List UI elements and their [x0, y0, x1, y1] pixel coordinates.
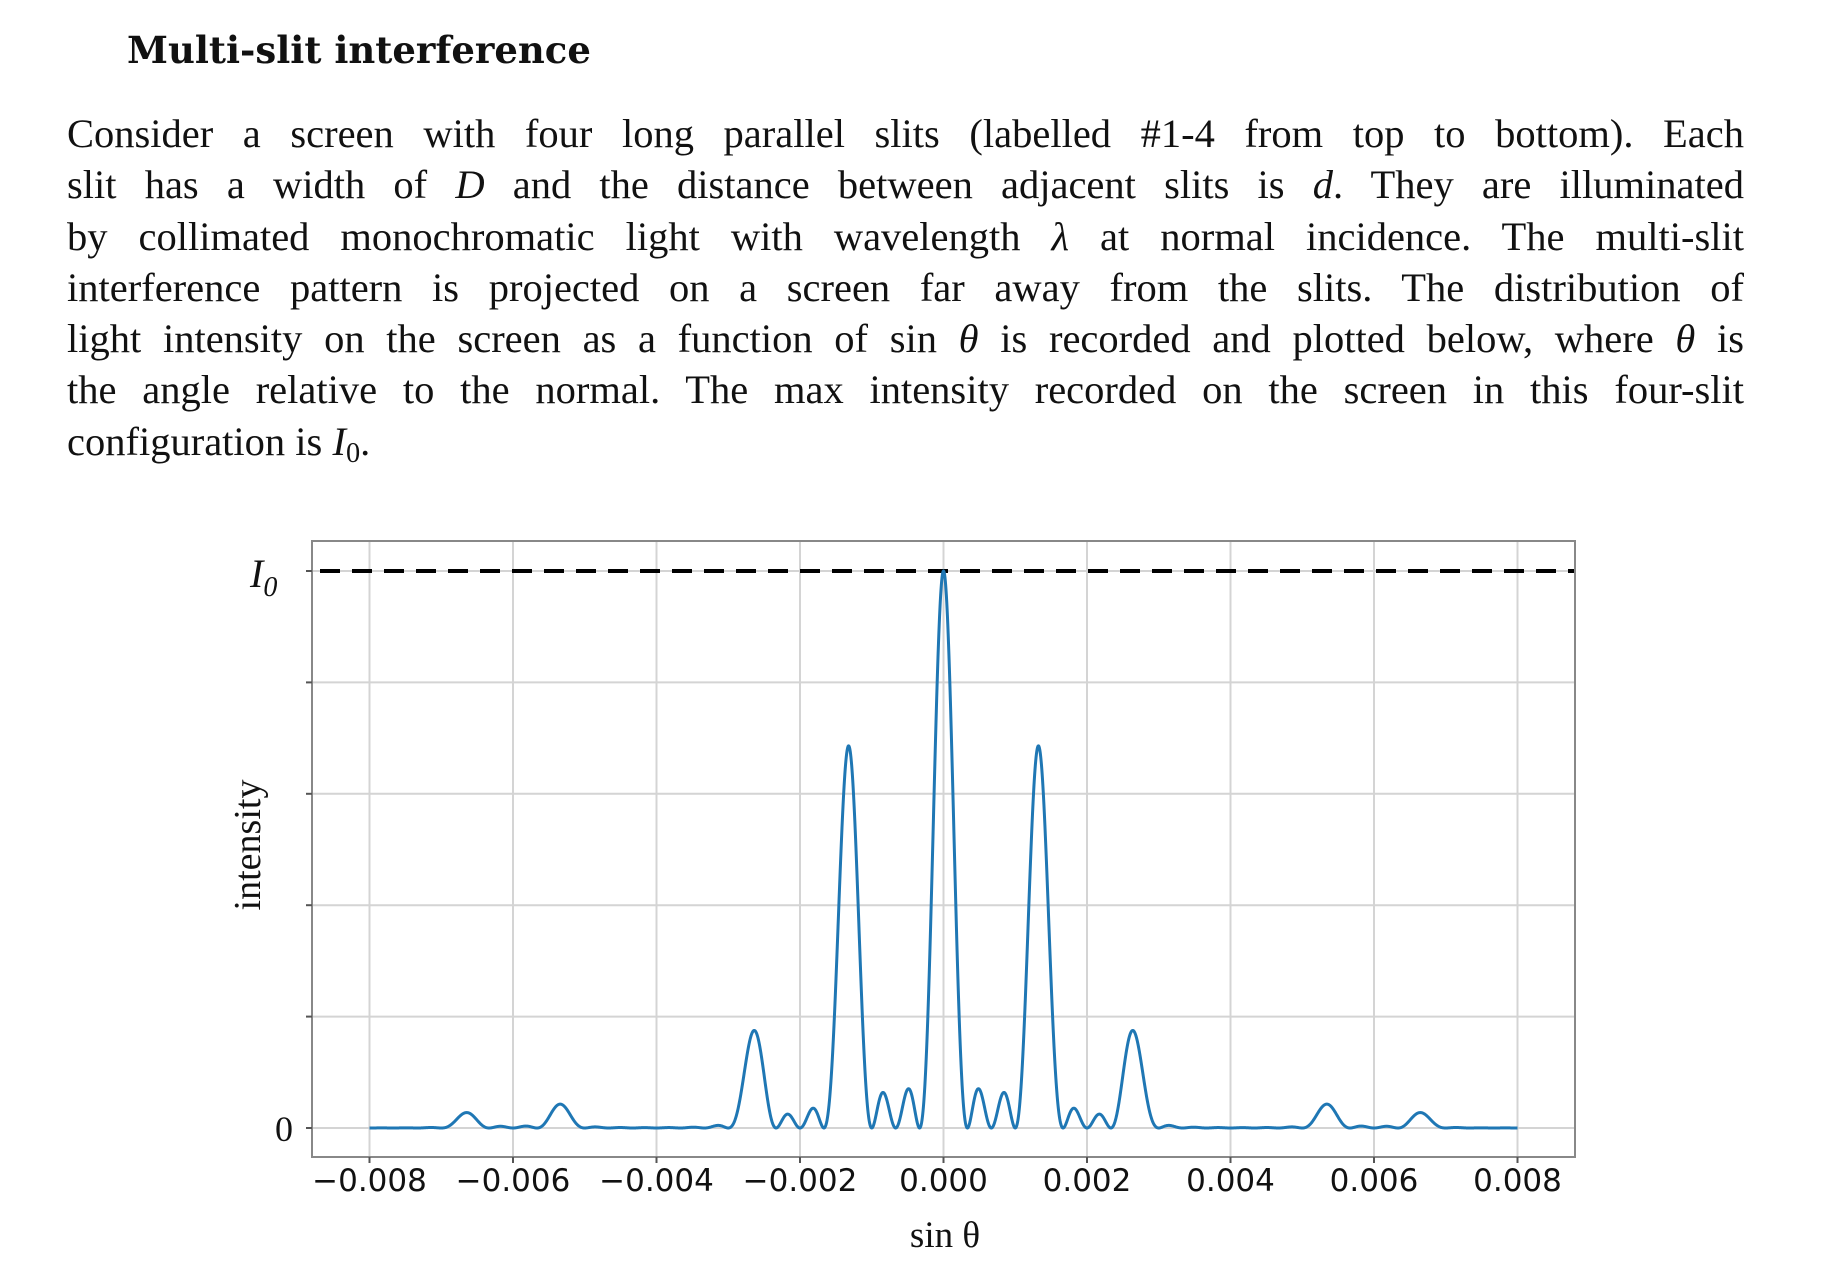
x-axis-ticks: −0.008 −0.006 −0.004 −0.002 0.000 0.002 0.004 0…: [312, 1157, 1562, 1199]
math-symbol: λ: [1051, 213, 1070, 259]
paragraph-line: Consider a screen with four long paralle…: [67, 111, 1744, 156]
math-symbol: θ: [958, 316, 979, 362]
paragraph-line: interference pattern is projected on a s…: [67, 264, 1744, 310]
y-tick-label-i0: I0: [249, 551, 277, 603]
x-tick-label: 0.000: [899, 1163, 988, 1199]
y-tick-label: 0: [275, 1109, 293, 1149]
x-tick-label: −0.004: [599, 1163, 714, 1199]
y-axis-ticks: 0 I0: [249, 551, 312, 1149]
chart-grid: [312, 541, 1575, 1157]
x-axis-label: sin θ: [910, 1215, 980, 1256]
paragraph-line: the angle relative to the normal. The ma…: [67, 367, 1744, 413]
math-symbol: I0: [332, 418, 361, 469]
x-tick-label: 0.004: [1186, 1163, 1275, 1199]
math-symbol: d: [1312, 162, 1333, 208]
math-symbol: θ: [1675, 316, 1696, 362]
intensity-curve: [368, 569, 1519, 1130]
section-title: Multi-slit interference: [127, 28, 591, 72]
y-axis-label: intensity: [227, 780, 269, 911]
paragraph-line: light intensity on the screen as a funct…: [67, 316, 1744, 362]
problem-paragraph: Consider a screen with four long paralle…: [67, 108, 1744, 469]
x-tick-label: −0.002: [743, 1163, 858, 1199]
paragraph-line: by collimated monochromatic light with w…: [67, 213, 1744, 259]
x-tick-label: 0.008: [1473, 1163, 1562, 1199]
x-tick-label: 0.006: [1330, 1163, 1419, 1199]
paragraph-line: slit has a width of D and the distance b…: [67, 162, 1744, 208]
x-tick-label: −0.006: [456, 1163, 571, 1199]
x-tick-label: 0.002: [1043, 1163, 1132, 1199]
x-tick-label: −0.008: [312, 1163, 427, 1199]
paragraph-line: configuration is I0.: [67, 418, 371, 469]
math-symbol: D: [455, 162, 485, 208]
